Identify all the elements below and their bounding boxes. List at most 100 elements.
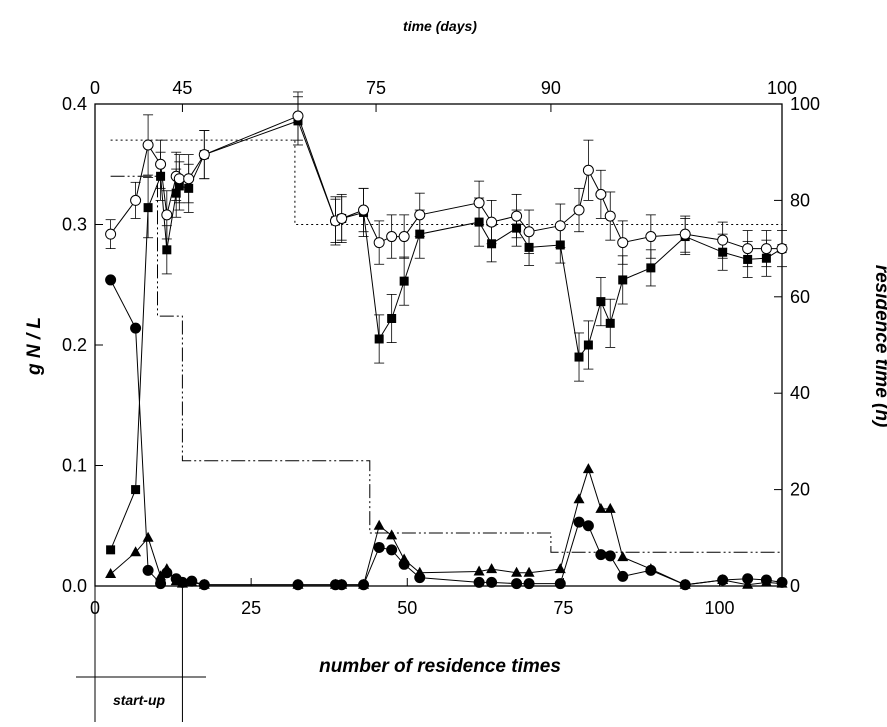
data-point [486, 563, 498, 574]
data-point [554, 563, 566, 574]
data-point [183, 173, 195, 185]
series-line [110, 467, 783, 586]
data-point [161, 209, 173, 221]
data-point [162, 245, 172, 255]
x2-tick-label: 0 [90, 78, 100, 98]
data-point [582, 463, 594, 474]
x-tick-label: 50 [397, 598, 417, 618]
data-point [336, 579, 348, 591]
data-point [105, 274, 117, 286]
data-point [595, 188, 607, 200]
data-point [386, 529, 398, 540]
data-point [511, 210, 523, 222]
series-filled-circle [105, 274, 788, 591]
data-point [554, 220, 566, 232]
startup-label: start-up [113, 692, 166, 708]
data-point [358, 204, 370, 216]
series-line [110, 120, 783, 551]
data-point [198, 579, 210, 591]
data-point [161, 567, 173, 579]
y-tick-label: 0.3 [62, 215, 87, 235]
y2-tick-label: 60 [790, 287, 810, 307]
data-point [173, 173, 185, 185]
data-point [604, 210, 616, 222]
data-point [486, 576, 498, 588]
series-line [110, 279, 783, 586]
y2-tick-label: 20 [790, 480, 810, 500]
data-point [717, 234, 729, 246]
data-point [473, 565, 485, 576]
startup-annotation: start-up [76, 586, 206, 722]
data-point [523, 566, 535, 577]
x2-tick-label: 45 [172, 78, 192, 98]
data-point [574, 352, 584, 362]
data-point [130, 546, 142, 557]
residence-time-line-dotted [110, 139, 782, 225]
data-point [511, 566, 523, 577]
data-point [645, 231, 657, 243]
data-point [742, 573, 754, 585]
y2-tick-label: 40 [790, 383, 810, 403]
data-point [523, 578, 535, 590]
data-point [374, 334, 384, 344]
data-point [760, 574, 772, 586]
data-point [105, 228, 117, 240]
data-point [605, 318, 615, 328]
data-point [604, 502, 616, 513]
data-point [143, 203, 153, 213]
data-point [176, 576, 188, 588]
series-filled-triangle [105, 463, 788, 589]
y2-tick-label: 80 [790, 190, 810, 210]
series-filled-square [106, 96, 787, 555]
data-point [742, 243, 754, 255]
data-point [336, 212, 348, 224]
y2-tick-label: 0 [790, 576, 800, 596]
residence-time-line-dash-dot [110, 175, 782, 553]
bottom-axis-title: number of residence times [319, 656, 561, 677]
data-point [573, 516, 585, 528]
data-point [776, 576, 788, 588]
residence-time-lines [110, 139, 782, 553]
data-point [155, 578, 167, 590]
data-point [511, 578, 523, 590]
plot-area [94, 103, 783, 587]
data-point [130, 194, 142, 206]
data-point [473, 576, 485, 588]
data-point [358, 579, 370, 591]
data-point [142, 531, 154, 542]
top-axis-title: time (days) [403, 18, 477, 34]
data-point [399, 276, 409, 286]
data-point [155, 158, 167, 170]
data-point [198, 149, 210, 161]
data-point [292, 579, 304, 591]
data-point [679, 228, 691, 240]
data-point [386, 231, 398, 243]
data-point [131, 485, 141, 495]
data-point [596, 297, 606, 307]
data-series [105, 91, 788, 591]
data-point [717, 574, 729, 586]
data-point [645, 564, 657, 576]
data-point [142, 564, 154, 576]
data-point [679, 579, 691, 591]
data-point [373, 541, 385, 553]
x-tick-label: 100 [705, 598, 735, 618]
y-tick-label: 0.1 [62, 456, 87, 476]
y-tick-label: 0.4 [62, 94, 87, 114]
data-point [386, 544, 398, 556]
y-tick-label: 0.0 [62, 576, 87, 596]
data-point [130, 322, 142, 334]
data-point [486, 216, 498, 228]
data-point [595, 502, 607, 513]
right-axis-title: residence time (h) [871, 265, 887, 428]
x2-tick-label: 75 [366, 78, 386, 98]
data-point [617, 570, 629, 582]
x-tick-label: 25 [241, 598, 261, 618]
data-point [373, 237, 385, 249]
data-point [617, 551, 629, 562]
data-point [142, 139, 154, 151]
data-point [760, 243, 772, 255]
data-point [414, 572, 426, 584]
